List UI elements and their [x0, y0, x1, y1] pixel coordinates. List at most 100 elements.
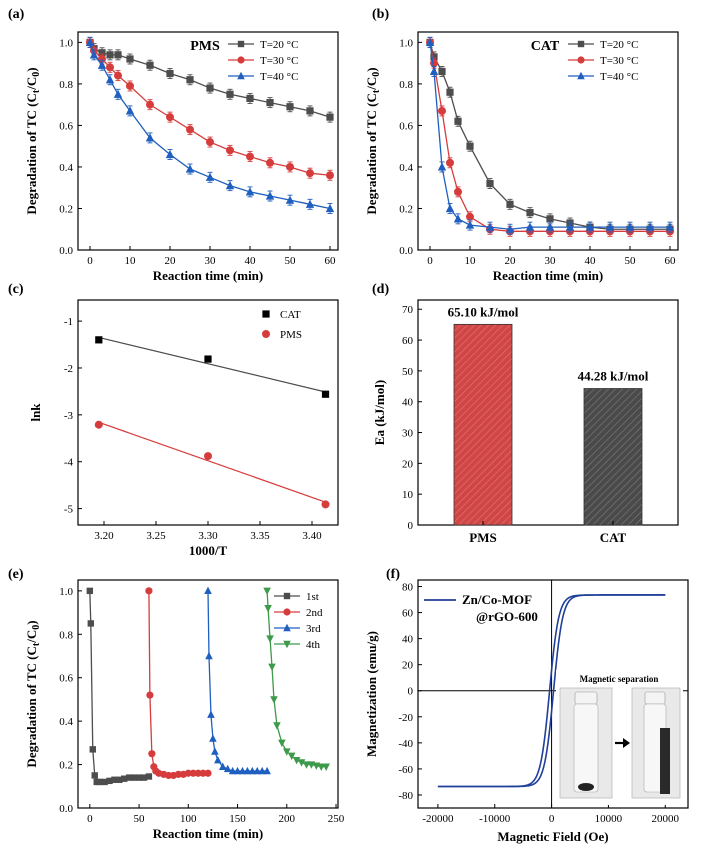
magnet	[660, 728, 670, 794]
hysteresis-branch	[437, 594, 666, 788]
y-axis-label: Degradation of TC (Ct/C0)	[24, 620, 42, 767]
data-point	[486, 179, 494, 188]
data-point	[446, 158, 454, 167]
data-point	[148, 750, 156, 758]
legend-label: 4th	[306, 639, 321, 651]
data-point	[243, 766, 252, 775]
x-axis-label: 1000/T	[189, 543, 228, 558]
x-axis-label: Reaction time (min)	[153, 268, 263, 283]
data-point	[199, 769, 207, 777]
data-point	[253, 766, 262, 775]
y-tick-label: 0.8	[59, 79, 73, 91]
data-point	[204, 355, 212, 363]
legend-label: 3rd	[306, 623, 321, 635]
legend-label: T=40 °C	[600, 71, 638, 83]
x-tick-label: 50	[625, 255, 637, 267]
y-axis-label-part: /C	[24, 77, 39, 91]
data-point	[446, 88, 454, 96]
data-point	[94, 420, 103, 429]
y-tick-label: -5	[64, 504, 74, 516]
data-point	[98, 49, 106, 57]
x-tick-label: 10	[465, 255, 477, 267]
data-point	[263, 587, 271, 596]
data-point	[97, 60, 107, 69]
series-line	[429, 42, 670, 230]
series-line	[429, 42, 670, 230]
panel-label: (a)	[8, 7, 25, 22]
data-point	[206, 138, 214, 147]
data-point	[430, 59, 438, 68]
plot-frame	[417, 299, 679, 526]
y-axis-label-part: 0	[371, 72, 382, 77]
y-tick-label: 50	[402, 366, 414, 378]
y-tick-label: 0.0	[59, 803, 73, 815]
plot-frame	[77, 31, 339, 251]
data-point	[184, 769, 192, 777]
data-point	[113, 89, 123, 98]
data-point	[525, 222, 535, 231]
data-point	[145, 773, 153, 780]
y-tick-label: 0.2	[399, 203, 413, 215]
data-point	[248, 766, 257, 775]
data-point	[266, 98, 274, 107]
data-point	[165, 149, 175, 159]
y-tick-label: 30	[402, 428, 414, 440]
y-axis-label-part: )	[24, 67, 39, 71]
data-point	[165, 771, 173, 780]
data-point	[506, 200, 514, 208]
legend-marker	[237, 56, 245, 64]
data-point	[585, 222, 595, 231]
data-point	[146, 100, 154, 109]
legend-label: T=20 °C	[600, 39, 638, 51]
y-tick-label: 0.6	[59, 120, 73, 132]
data-point	[306, 107, 314, 115]
data-point	[194, 769, 202, 777]
data-point	[305, 199, 315, 208]
y-tick-label: 0.6	[399, 120, 413, 132]
series-line	[89, 42, 331, 118]
data-point	[246, 94, 254, 103]
data-point	[321, 390, 330, 398]
x-tick-label: 30	[205, 255, 217, 267]
data-point	[264, 605, 272, 613]
y-tick-label: 0.2	[59, 760, 73, 772]
data-point	[326, 113, 334, 121]
data-point	[218, 762, 227, 770]
y-tick-label: 10	[402, 489, 414, 501]
data-point	[87, 620, 95, 627]
y-axis-label: Degradation of TC (Ct/C0)	[24, 67, 42, 214]
data-point	[95, 336, 103, 344]
legend-label: @rGO-600	[476, 609, 538, 624]
y-tick-label: 0.0	[399, 245, 413, 257]
y-tick-label: 0.8	[59, 629, 73, 641]
y-axis-label-part: /C	[364, 77, 379, 91]
data-point	[189, 769, 197, 777]
plot-frame	[417, 31, 679, 251]
x-tick-label: 40	[245, 255, 257, 267]
y-tick-label: 40	[402, 397, 414, 409]
data-point	[625, 222, 635, 231]
data-point	[265, 191, 275, 200]
y-tick-label: 1.0	[59, 37, 73, 49]
y-axis-label-part: Degradation of TC (C	[24, 93, 39, 214]
legend-marker	[237, 40, 245, 48]
x-tick-label: 200	[279, 813, 296, 825]
y-axis-label-part: t	[31, 642, 42, 646]
series-line	[89, 42, 331, 210]
data-point	[437, 162, 447, 171]
x-tick-label: 50	[134, 813, 146, 825]
data-point	[146, 61, 154, 69]
x-tick-label: 20	[505, 255, 517, 267]
y-tick-label: 0.6	[59, 673, 73, 685]
data-point	[185, 164, 195, 173]
x-axis-label: Reaction time (min)	[493, 268, 603, 283]
y-axis-label: Degradation of TC (Ct/C0)	[364, 67, 382, 214]
data-point	[317, 763, 326, 771]
data-point	[228, 766, 237, 775]
data-point	[453, 214, 463, 223]
data-point	[106, 63, 114, 72]
x-tick-label: -10000	[479, 813, 511, 825]
y-tick-label: 1.0	[59, 586, 73, 598]
y-axis-label: Magnetization (emu/g)	[364, 631, 379, 757]
